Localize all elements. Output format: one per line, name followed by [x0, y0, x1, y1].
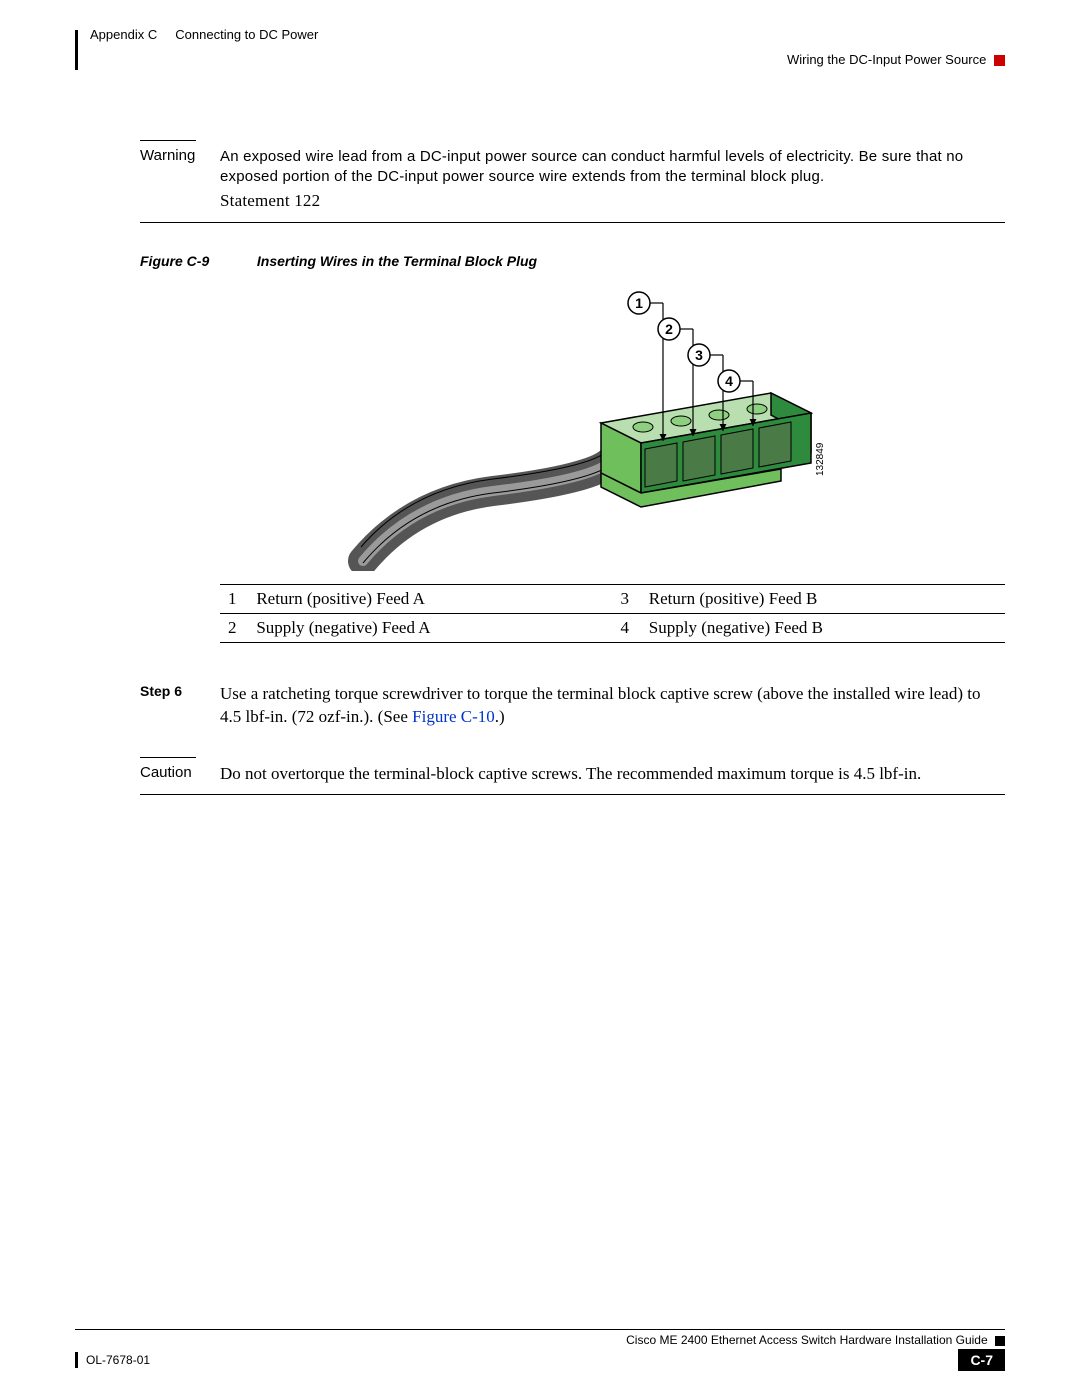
terminal-block-diagram: 1 2 3 4 132849	[343, 281, 883, 571]
warning-text-col: An exposed wire lead from a DC-input pow…	[220, 147, 1005, 212]
callout-num: 2	[220, 614, 248, 643]
callout-desc: Return (positive) Feed B	[641, 585, 1005, 614]
warning-label: Warning	[140, 147, 220, 212]
step-label: Step 6	[140, 683, 220, 729]
doc-number: OL-7678-01	[75, 1352, 150, 1368]
page-header: Appendix C Connecting to DC Power Wiring…	[75, 30, 1005, 70]
figure-area: 1 2 3 4 132849 1 Return (positive) Feed	[220, 281, 1005, 643]
guide-title: Cisco ME 2400 Ethernet Access Switch Har…	[626, 1333, 988, 1347]
divider	[140, 794, 1005, 795]
callout-table: 1 Return (positive) Feed A 3 Return (pos…	[220, 584, 1005, 643]
figure-link[interactable]: Figure C-10	[412, 707, 495, 726]
callout-num: 4	[612, 614, 640, 643]
callout-desc: Supply (negative) Feed A	[248, 614, 612, 643]
footer-marker-icon	[995, 1336, 1005, 1346]
section-title: Wiring the DC-Input Power Source	[787, 52, 986, 67]
svg-text:3: 3	[695, 347, 703, 363]
figure-art-number: 132849	[815, 443, 826, 477]
footer-guide-row: Cisco ME 2400 Ethernet Access Switch Har…	[75, 1330, 1005, 1347]
caution-label: Caution	[140, 764, 220, 784]
caution-block: Caution Do not overtorque the terminal-b…	[140, 757, 1005, 795]
warning-statement: Statement 122	[220, 190, 1005, 213]
figure-number: Figure C-9	[140, 253, 253, 269]
table-row: 2 Supply (negative) Feed A 4 Supply (neg…	[220, 614, 1005, 643]
header-section: Wiring the DC-Input Power Source	[787, 52, 1005, 67]
divider	[140, 222, 1005, 223]
callout-desc: Return (positive) Feed A	[248, 585, 612, 614]
table-row: 1 Return (positive) Feed A 3 Return (pos…	[220, 585, 1005, 614]
divider	[140, 757, 196, 758]
page-content: Appendix C Connecting to DC Power Wiring…	[75, 30, 1005, 795]
appendix-title: Connecting to DC Power	[175, 27, 318, 42]
figure-caption: Figure C-9 Inserting Wires in the Termin…	[140, 253, 1005, 269]
header-breadcrumb: Appendix C Connecting to DC Power	[90, 27, 318, 42]
step-block: Step 6 Use a ratcheting torque screwdriv…	[140, 683, 1005, 729]
callout-desc: Supply (negative) Feed B	[641, 614, 1005, 643]
header-marker-icon	[994, 55, 1005, 66]
divider	[140, 140, 196, 141]
appendix-label: Appendix C	[90, 27, 157, 42]
main-content: Warning An exposed wire lead from a DC-i…	[75, 140, 1005, 795]
caution-text: Do not overtorque the terminal-block cap…	[220, 764, 1005, 784]
callout-num: 1	[220, 585, 248, 614]
step-text: Use a ratcheting torque screwdriver to t…	[220, 683, 1005, 729]
svg-text:2: 2	[665, 321, 673, 337]
page-number: C-7	[958, 1349, 1005, 1371]
step-text-part1: Use a ratcheting torque screwdriver to t…	[220, 684, 980, 726]
callout-num: 3	[612, 585, 640, 614]
warning-block: Warning An exposed wire lead from a DC-i…	[140, 140, 1005, 223]
figure-svg-holder: 1 2 3 4 132849	[220, 281, 1005, 576]
svg-text:4: 4	[725, 373, 733, 389]
warning-text: An exposed wire lead from a DC-input pow…	[220, 148, 963, 185]
figure-title: Inserting Wires in the Terminal Block Pl…	[257, 253, 537, 269]
step-text-part2: .)	[495, 707, 505, 726]
svg-text:1: 1	[635, 295, 643, 311]
page-footer: Cisco ME 2400 Ethernet Access Switch Har…	[75, 1329, 1005, 1371]
